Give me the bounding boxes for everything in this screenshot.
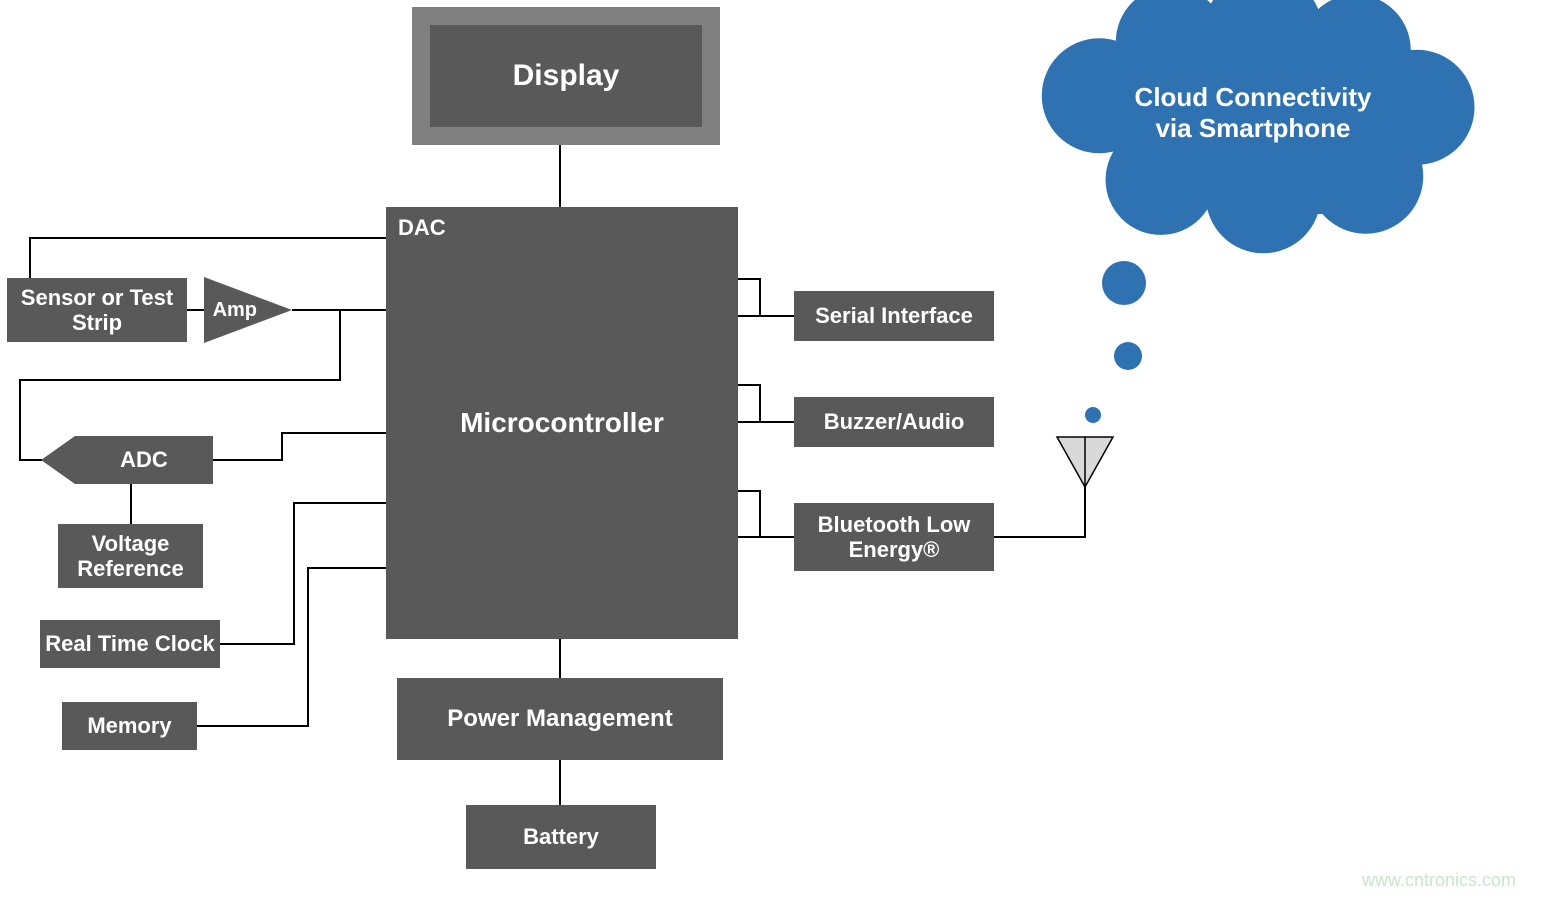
cloud-label-container: Cloud Connectivity via Smartphone — [1113, 58, 1393, 168]
power-management-block: Power Management — [397, 678, 723, 760]
amp-label-container: Amp — [204, 277, 266, 343]
ble-label: Bluetooth Low Energy® — [798, 512, 990, 563]
watermark-text: www.cntronics.com — [1362, 870, 1516, 891]
dac-label: DAC — [398, 215, 446, 240]
sensor-label: Sensor or Test Strip — [11, 285, 183, 336]
display-label: Display — [513, 59, 620, 93]
memory-label: Memory — [87, 713, 171, 738]
microcontroller-block: DAC Microcontroller — [386, 207, 738, 639]
rtc-label: Real Time Clock — [45, 631, 215, 656]
cloud-label: Cloud Connectivity via Smartphone — [1113, 82, 1393, 144]
power-management-label: Power Management — [447, 705, 672, 733]
battery-label: Battery — [523, 824, 599, 849]
microcontroller-label: Microcontroller — [460, 407, 664, 439]
voltage-reference-label: Voltage Reference — [62, 531, 199, 582]
rtc-block: Real Time Clock — [40, 620, 220, 668]
sensor-block: Sensor or Test Strip — [7, 278, 187, 342]
memory-block: Memory — [62, 702, 197, 750]
amp-label: Amp — [213, 299, 257, 322]
adc-label-container: ADC — [75, 436, 213, 484]
adc-label: ADC — [120, 447, 168, 473]
serial-interface-label: Serial Interface — [815, 303, 973, 328]
battery-block: Battery — [466, 805, 656, 869]
buzzer-label: Buzzer/Audio — [824, 409, 965, 434]
buzzer-block: Buzzer/Audio — [794, 397, 994, 447]
display-block: Display — [412, 7, 720, 145]
voltage-reference-block: Voltage Reference — [58, 524, 203, 588]
ble-block: Bluetooth Low Energy® — [794, 503, 994, 571]
serial-interface-block: Serial Interface — [794, 291, 994, 341]
